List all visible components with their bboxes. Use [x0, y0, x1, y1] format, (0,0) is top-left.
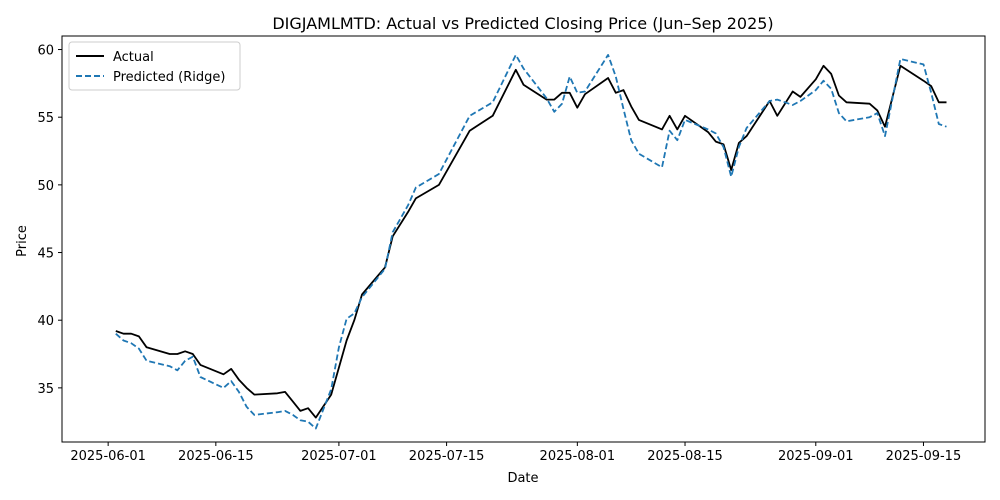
y-tick-label: 55 — [37, 111, 54, 126]
x-tick-label: 2025-08-15 — [647, 449, 723, 464]
x-tick-label: 2025-07-01 — [301, 449, 377, 464]
series-predicted — [115, 54, 947, 430]
legend-box — [68, 41, 241, 91]
legend-predicted-label: Predicted (Ridge) — [113, 70, 225, 85]
x-tick-label: 2025-08-01 — [540, 449, 616, 464]
series-line-predicted — [115, 54, 947, 430]
legend: Actual Predicted (Ridge) — [68, 41, 241, 91]
plot-frame — [61, 35, 986, 443]
series-actual — [115, 64, 947, 419]
chart-title: DIGJAMLMTD: Actual vs Predicted Closing … — [272, 14, 773, 33]
x-axis-label: Date — [507, 471, 538, 486]
y-axis: 35 40 45 50 55 60 — [37, 44, 62, 397]
x-tick-label: 2025-06-01 — [70, 449, 146, 464]
x-axis: 2025-06-01 2025-06-15 2025-07-01 2025-07-15… — [70, 442, 961, 464]
y-tick-label: 35 — [37, 382, 54, 397]
x-tick-label: 2025-09-15 — [886, 449, 962, 464]
y-tick-label: 60 — [37, 44, 54, 59]
plot-area — [115, 54, 947, 430]
x-tick-label: 2025-06-15 — [178, 449, 254, 464]
x-tick-label: 2025-07-15 — [409, 449, 485, 464]
y-tick-label: 40 — [37, 314, 54, 329]
y-axis-label: Price — [15, 225, 30, 257]
y-tick-label: 50 — [37, 179, 54, 194]
y-tick-label: 45 — [37, 247, 54, 262]
legend-actual-label: Actual — [113, 50, 154, 65]
x-tick-label: 2025-09-01 — [778, 449, 854, 464]
series-line-actual — [115, 64, 947, 419]
